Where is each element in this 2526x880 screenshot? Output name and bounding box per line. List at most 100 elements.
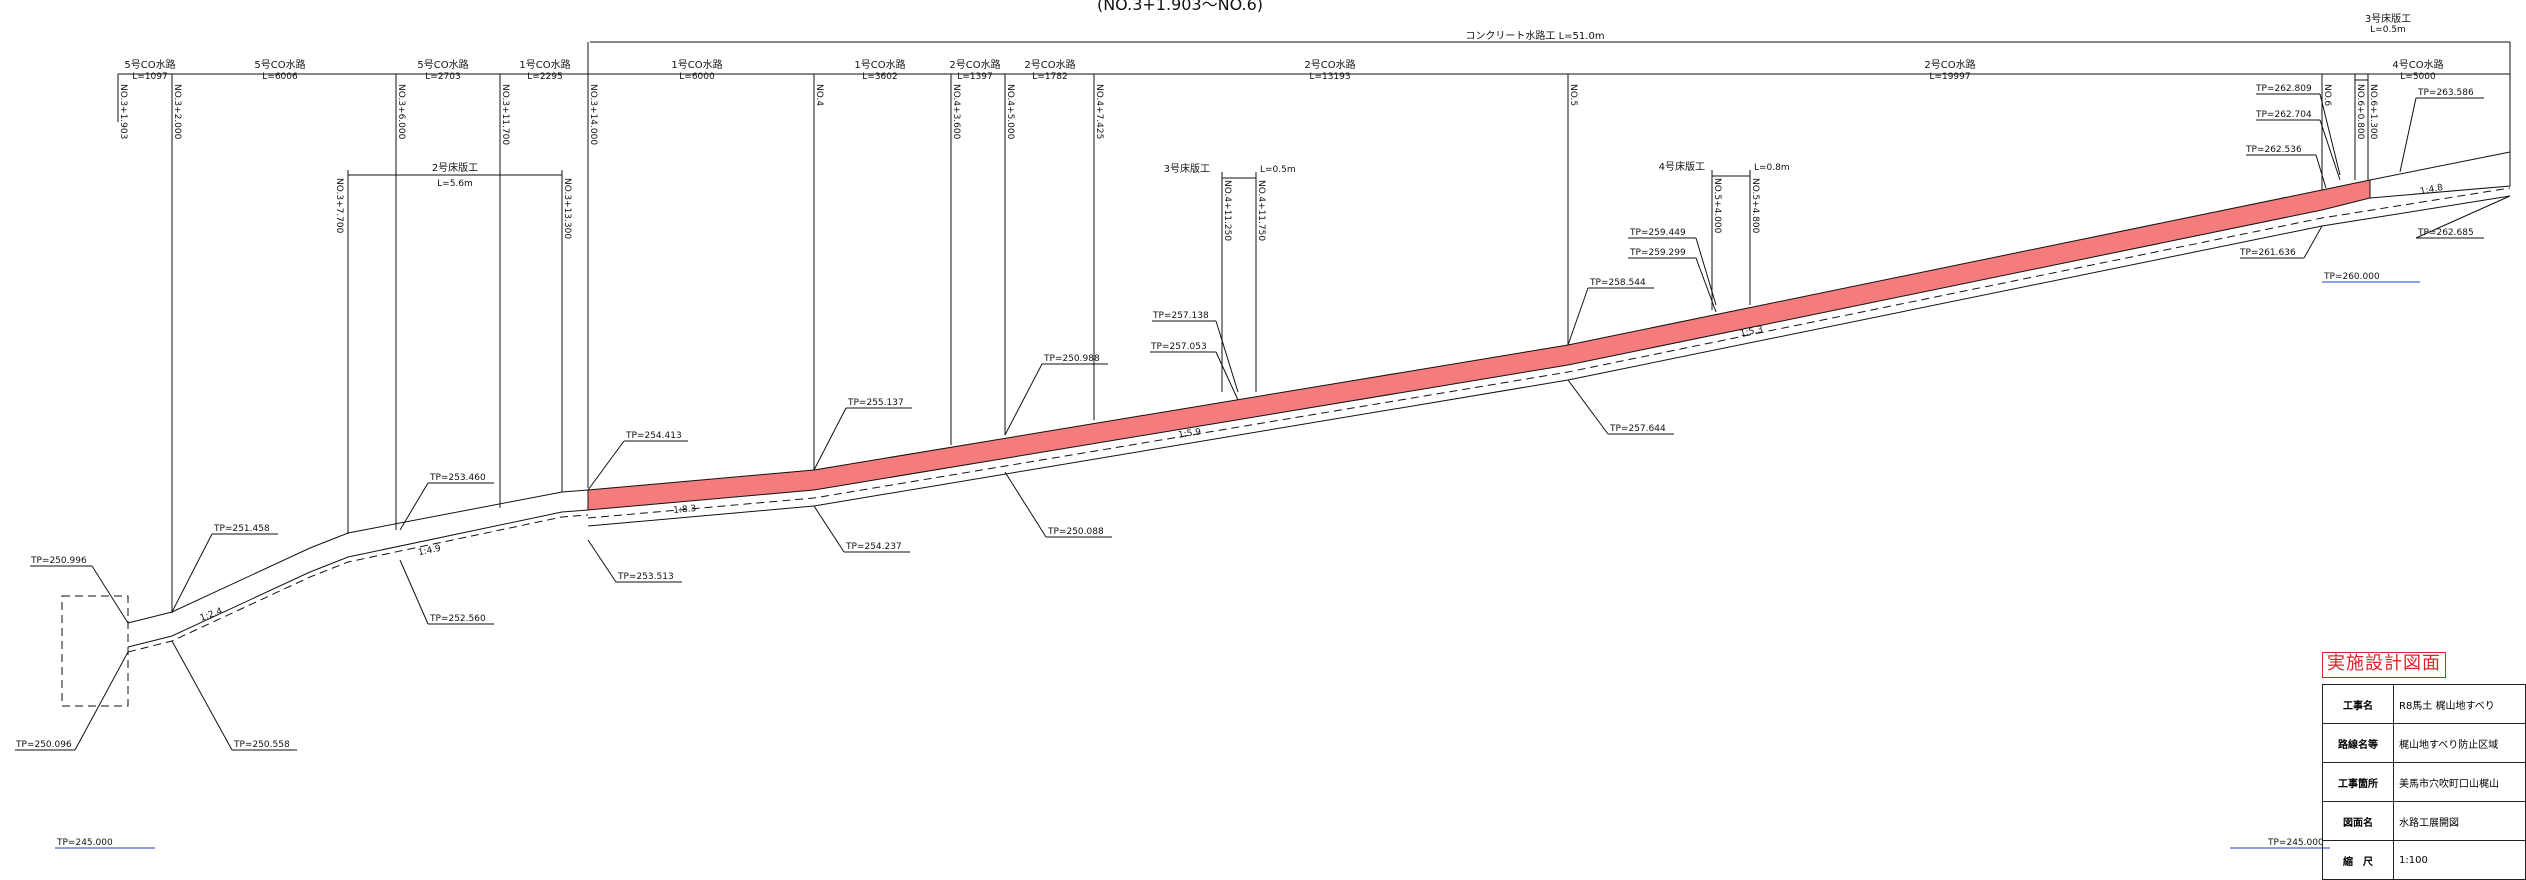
elev-250088: TP=250.088 <box>1047 527 1104 537</box>
elev-250096: TP=250.096 <box>15 740 72 750</box>
channel-len-9: L=13193 <box>1309 72 1350 82</box>
channel-profile-drawing: (NO.3+1.903〜NO.6) コンクリート水路工 L=51.0m 5号CO… <box>15 0 2511 849</box>
title-block-table: 工事名 R8馬土 梶山地すべり 路線名等 梶山地すべり防止区域 工事箇所 美馬市… <box>2322 684 2526 880</box>
datum-260000: TP=260.000 <box>2323 272 2380 282</box>
elev-262685: TP=262.685 <box>2417 228 2474 238</box>
sill-2-sta-a: NO.3+7.700 <box>334 178 344 234</box>
channel-name-3: 5号CO水路 <box>417 58 468 71</box>
channel-name-9: 2号CO水路 <box>1304 58 1355 71</box>
section-range: (NO.3+1.903〜NO.6) <box>1097 0 1263 14</box>
elev-257644: TP=257.644 <box>1609 424 1666 434</box>
elev-263586: TP=263.586 <box>2417 88 2474 98</box>
channel-base-dashed <box>587 187 2511 519</box>
slope-label-4: 1:5.9 <box>1178 427 1203 441</box>
station-label-12: NO.6+0.800 <box>2355 84 2365 140</box>
elev-250996: TP=250.996 <box>30 556 87 566</box>
elev-254237: TP=254.237 <box>845 542 902 552</box>
title-block-row: 工事箇所 美馬市穴吹町口山梶山 <box>2322 762 2526 802</box>
channel-name-2: 5号CO水路 <box>254 58 305 71</box>
sill-4-length: L=0.8m <box>1754 163 1790 173</box>
station-label-11: NO.6 <box>2322 84 2332 106</box>
channel-len-4: L=2295 <box>527 72 562 82</box>
station-label-1: NO.3+1.903 <box>118 84 128 139</box>
elev-251458: TP=251.458 <box>213 524 270 534</box>
tb-key-route: 路線名等 <box>2322 723 2394 763</box>
tb-val-route: 梶山地すべり防止区域 <box>2393 723 2526 763</box>
elev-252560: TP=252.560 <box>429 614 486 624</box>
channel-profile-left <box>127 489 589 653</box>
slope-label-5: 1:5.3 <box>1739 325 1764 339</box>
sill-5-length: L=0.5m <box>2370 25 2406 35</box>
elev-253513: TP=253.513 <box>617 572 674 582</box>
channel-fill <box>587 179 2371 511</box>
station-label-13: NO.6+1.300 <box>2368 84 2378 140</box>
station-lines <box>117 42 2511 613</box>
elev-259449: TP=259.449 <box>1629 228 1686 238</box>
channel-name-10: 2号CO水路 <box>1924 58 1975 71</box>
station-label-5: NO.3+14.000 <box>588 84 598 145</box>
channel-name-5: 1号CO水路 <box>671 58 722 71</box>
sill-3-name: 3号床版工 <box>1164 162 1210 175</box>
datum-245000-right: TP=245.000 <box>2267 838 2324 848</box>
tb-key-drawing: 図面名 <box>2322 801 2394 841</box>
station-label-9: NO.4+7.425 <box>1094 84 1104 139</box>
elevation-leaders <box>15 93 2511 751</box>
datum-lines: TP=260.000 TP=245.000 TP=245.000 <box>55 272 2420 849</box>
datum-245000-left: TP=245.000 <box>56 838 113 848</box>
sill-2-name: 2号床版工 <box>432 161 478 174</box>
sill-2-sta-b: NO.3+13.300 <box>562 178 572 239</box>
channel-len-1: L=1097 <box>132 72 167 82</box>
tb-val-project: R8馬土 梶山地すべり <box>2393 684 2526 724</box>
title-block-row: 縮 尺 1:100 <box>2322 840 2526 880</box>
elev-257138: TP=257.138 <box>1152 311 1209 321</box>
sill-3: 3号床版工 L=0.5m NO.4+11.250 NO.4+11.750 <box>1164 162 1296 392</box>
elev-259299: TP=259.299 <box>1629 248 1686 258</box>
station-label-4: NO.3+11.700 <box>500 84 510 145</box>
channel-len-10: L=19997 <box>1929 72 1970 82</box>
channel-name-4: 1号CO水路 <box>519 58 570 71</box>
sill-3-sta-a: NO.4+11.250 <box>1222 180 1232 241</box>
channel-len-2: L=6006 <box>262 72 298 82</box>
elev-253460: TP=253.460 <box>429 473 486 483</box>
channel-name-6: 1号CO水路 <box>854 58 905 71</box>
channel-len-7: L=1397 <box>957 72 992 82</box>
tb-key-scale: 縮 尺 <box>2322 840 2394 880</box>
channel-top-right <box>2369 151 2511 199</box>
elev-262809: TP=262.809 <box>2255 84 2312 94</box>
station-label-3: NO.3+6.000 <box>396 84 406 140</box>
sill-2: 2号床版工 L=5.6m NO.3+7.700 NO.3+13.300 <box>334 161 572 534</box>
channel-name-1: 5号CO水路 <box>124 58 175 71</box>
elev-262704: TP=262.704 <box>2255 110 2312 120</box>
slope-label-2: 1:4.9 <box>417 544 442 559</box>
title-block-row: 図面名 水路工展開図 <box>2322 801 2526 841</box>
sill-4-sta-a: NO.5+4.000 <box>1712 178 1722 234</box>
elev-250988: TP=250.988 <box>1043 354 1100 364</box>
channel-name-8: 2号CO水路 <box>1024 58 1075 71</box>
tb-val-scale: 1:100 <box>2393 840 2526 880</box>
slope-label-6: 1:4.8 <box>2419 183 2444 197</box>
elev-254413: TP=254.413 <box>625 431 682 441</box>
elev-261636: TP=261.636 <box>2239 248 2296 258</box>
station-label-6: NO.4 <box>814 84 824 106</box>
channel-len-11: L=5000 <box>2400 72 2436 82</box>
catch-basin <box>61 595 129 707</box>
channel-len-6: L=3602 <box>862 72 897 82</box>
title-block-row: 工事名 R8馬土 梶山地すべり <box>2322 684 2526 724</box>
slope-label-3: 1:8.3 <box>673 504 697 516</box>
sill-4: 4号床版工 L=0.8m NO.5+4.000 NO.5+4.800 <box>1659 160 1790 310</box>
sill-3-length: L=0.5m <box>1260 165 1296 175</box>
channel-len-5: L=6000 <box>679 72 715 82</box>
elev-250558: TP=250.558 <box>233 740 290 750</box>
title-block-heading: 実施設計図面 <box>2322 652 2446 678</box>
station-label-2: NO.3+2.000 <box>172 84 182 140</box>
station-label-8: NO.4+5.000 <box>1005 84 1015 140</box>
total-length-label: コンクリート水路工 L=51.0m <box>1465 29 1604 42</box>
channel-len-8: L=1782 <box>1032 72 1067 82</box>
title-block-row: 路線名等 梶山地すべり防止区域 <box>2322 723 2526 763</box>
slope-label-1: 1:2.4 <box>199 606 224 623</box>
channel-name-7: 2号CO水路 <box>949 58 1000 71</box>
sill-5-name: 3号床版工 <box>2365 12 2411 25</box>
tb-key-site: 工事箇所 <box>2322 762 2394 802</box>
tb-val-site: 美馬市穴吹町口山梶山 <box>2393 762 2526 802</box>
station-label-10: NO.5 <box>1568 84 1578 106</box>
